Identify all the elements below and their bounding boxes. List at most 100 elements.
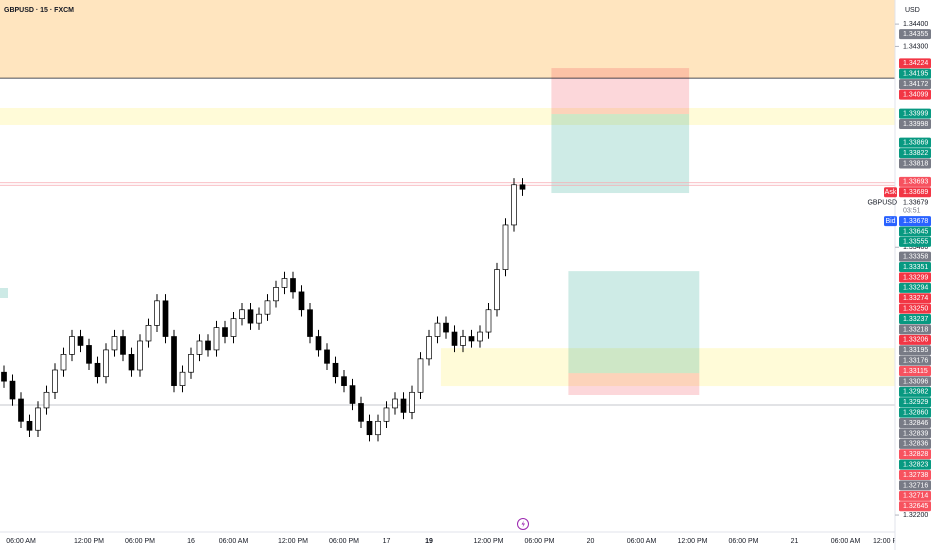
price-badge-label: 1.32645 (903, 503, 928, 510)
x-tick-label: 06:00 PM (125, 538, 155, 545)
price-badge (899, 428, 931, 439)
price-badge-label: 1.33689 (903, 189, 928, 196)
candle-body (307, 309, 313, 337)
candle-body (179, 371, 186, 386)
candle-body (358, 403, 364, 422)
price-badge (899, 386, 931, 397)
price-badge-label: 1.33218 (903, 326, 928, 333)
y-tick-label: 1.34400 (903, 21, 928, 28)
price-badge (899, 197, 931, 208)
price-badge (899, 366, 931, 377)
candle-body (451, 331, 458, 346)
candle-body (298, 291, 305, 311)
candle-body (264, 300, 271, 315)
price-badge-label: 1.32929 (903, 399, 928, 406)
candle-body (332, 362, 339, 378)
price-badge (899, 158, 931, 169)
zone (440, 348, 895, 387)
candle-body (222, 327, 228, 337)
candle-body (103, 349, 109, 378)
price-badge (899, 355, 931, 366)
price-tag: Ask (885, 189, 897, 196)
price-badge (899, 438, 931, 449)
price-badge (899, 459, 931, 470)
price-badge (899, 58, 931, 69)
price-badge (899, 418, 931, 429)
price-badge-label: 1.33299 (903, 274, 928, 281)
price-badge-label: 1.33250 (903, 305, 928, 312)
price-badge-label: 1.33358 (903, 253, 928, 260)
candle-body (26, 420, 33, 431)
candle-body (154, 300, 160, 326)
zone (0, 0, 895, 79)
price-badge-label: 1.33115 (903, 368, 928, 375)
price-badge (899, 262, 931, 273)
x-tick-label: 06:00 PM (729, 538, 759, 545)
price-badge (899, 449, 931, 460)
plot-area: 06:00 AM 12:00 PM 06:00 PM 16 06:00 AM 12:00 … (0, 0, 895, 545)
candle-body (162, 300, 169, 337)
price-badge (899, 397, 931, 408)
price-badge (899, 68, 931, 79)
x-tick-label: 17 (383, 538, 391, 545)
price-badge (899, 334, 931, 345)
price-badge-label: 1.34355 (903, 31, 928, 38)
price-badge-label: 1.33679 (903, 200, 928, 207)
candle-body (434, 322, 441, 337)
candle-body (196, 340, 203, 355)
candle-body (94, 362, 101, 378)
candle-body (443, 322, 449, 333)
candle-body (485, 309, 492, 333)
price-badge (899, 176, 931, 187)
candle-body (213, 327, 220, 351)
replay-button[interactable] (517, 518, 529, 530)
candle-body (256, 313, 262, 324)
candle-body (366, 420, 373, 436)
price-badge (899, 216, 931, 227)
price-tag-box (884, 216, 897, 227)
price-badge (899, 79, 931, 90)
price-badge-label: 1.34099 (903, 91, 928, 98)
candle-body (52, 369, 58, 393)
price-badge-label: 1.33678 (903, 218, 928, 225)
candle-body (477, 331, 483, 342)
price-badge-label: 1.32714 (903, 493, 928, 500)
price-badge-label: 1.33693 (903, 179, 928, 186)
price-badge-label: 1.34195 (903, 71, 928, 78)
price-badge (899, 118, 931, 129)
price-badge (899, 187, 931, 198)
price-badge-label: 1.34224 (903, 60, 928, 67)
zone (568, 271, 700, 374)
x-tick-label: 12:00 PM (278, 538, 308, 545)
price-badge (899, 29, 931, 40)
price-badge (899, 345, 931, 356)
candle-body (171, 336, 177, 386)
price-badge (899, 303, 931, 314)
candle-body (86, 345, 92, 364)
price-badge-label: 1.33237 (903, 316, 928, 323)
candle-body (409, 391, 415, 413)
price-badge-label: 1.34172 (903, 81, 928, 88)
price-badge-label: 1.33869 (903, 139, 928, 146)
candle-body (120, 336, 126, 355)
candle-body (1, 371, 7, 382)
price-tag: Bid (885, 218, 895, 225)
price-tag-box (884, 187, 897, 198)
price-badge (899, 407, 931, 418)
candle-body (43, 391, 50, 409)
candle-body (137, 340, 143, 371)
countdown: 03:51 (903, 208, 921, 215)
x-tick-label: 06:00 AM (627, 538, 657, 545)
price-badge-label: 1.33206 (903, 337, 928, 344)
zone (0, 108, 895, 125)
candle-body (77, 336, 84, 346)
x-tick-label: 06:00 AM (219, 538, 249, 545)
price-badge-label: 1.32836 (903, 441, 928, 448)
candle-body (69, 336, 75, 355)
candle-body (426, 336, 432, 360)
candle-body (400, 398, 407, 413)
candle-body (188, 354, 194, 373)
candle-body (502, 224, 509, 270)
